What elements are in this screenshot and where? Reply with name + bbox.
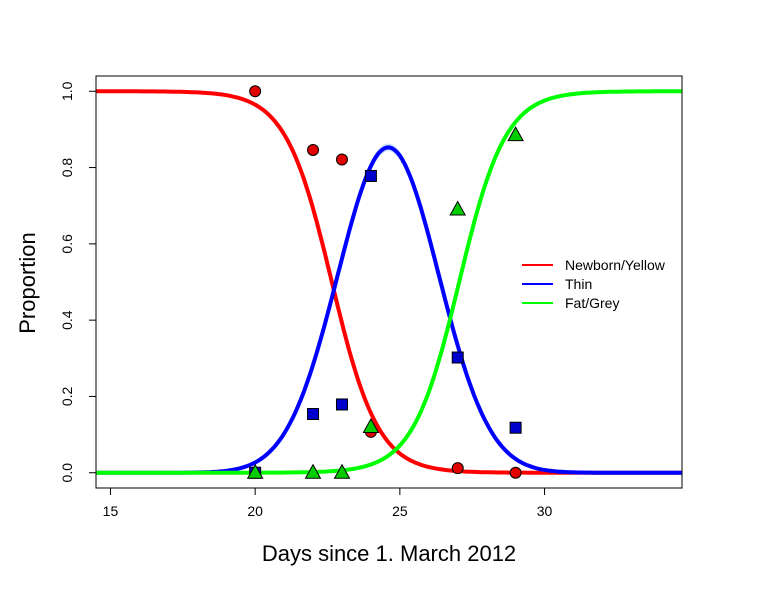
- x-tick-label-3: 25: [392, 503, 408, 519]
- point-series-3-2: [304, 463, 322, 479]
- point-series-3-6: [507, 126, 524, 142]
- y-tick-label-1: 0.0: [59, 463, 75, 483]
- point-series-2-2: [307, 407, 320, 420]
- point-series-1-6: [509, 466, 522, 479]
- x-tick-label-2: 20: [247, 503, 263, 519]
- y-tick-label-5: 0.8: [59, 158, 75, 178]
- legend: Newborn/Yellow Thin Fat/Grey: [522, 257, 666, 311]
- x-axis-title: Days since 1. March 2012: [262, 541, 516, 566]
- point-series-1-2: [307, 144, 320, 157]
- point-series-1-5: [451, 462, 464, 475]
- legend-label-1: Newborn/Yellow: [565, 257, 666, 273]
- point-series-3-3: [333, 463, 351, 479]
- point-series-3-4: [362, 417, 380, 433]
- y-axis-title: Proportion: [15, 232, 40, 334]
- point-series-2-4: [364, 169, 377, 182]
- legend-label-2: Thin: [565, 276, 592, 292]
- point-series-1-3: [335, 153, 348, 166]
- point-series-2-5: [451, 351, 464, 364]
- fitted-curves: [96, 89, 682, 475]
- y-tick-label-4: 0.6: [59, 234, 75, 254]
- y-tick-label-3: 0.4: [59, 310, 75, 330]
- curve-3: [96, 89, 682, 475]
- observed-points: [246, 85, 524, 479]
- y-tick-label-2: 0.2: [59, 387, 75, 407]
- point-series-3-5: [449, 200, 467, 216]
- point-series-2-6: [509, 421, 522, 434]
- point-series-1-1: [249, 85, 262, 98]
- y-tick-label-6: 1.0: [59, 81, 75, 101]
- point-series-3-1: [246, 463, 264, 479]
- plot-frame: [95, 75, 683, 489]
- x-tick-label-4: 30: [537, 503, 553, 519]
- axes: 15 20 25 30 0.0 0.2 0.4 0.6 0.8 1.0: [59, 75, 683, 519]
- point-series-2-3: [335, 398, 348, 411]
- legend-label-3: Fat/Grey: [565, 295, 619, 311]
- x-tick-label-1: 15: [103, 503, 119, 519]
